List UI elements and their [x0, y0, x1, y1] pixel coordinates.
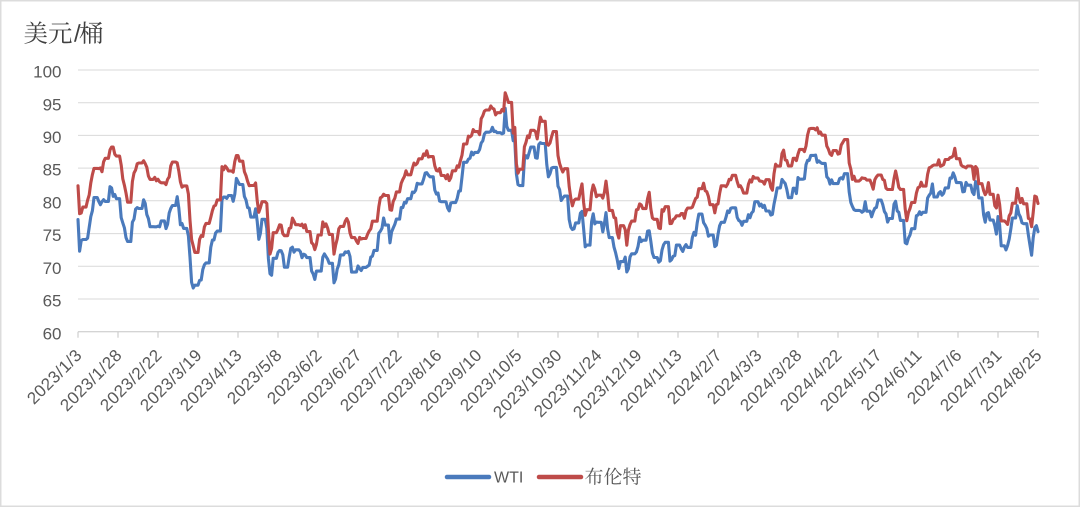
svg-text:90: 90 — [43, 128, 62, 147]
svg-text:65: 65 — [43, 292, 62, 311]
svg-text:WTI: WTI — [494, 470, 523, 487]
svg-text:75: 75 — [43, 226, 62, 245]
svg-text:80: 80 — [43, 193, 62, 212]
svg-text:100: 100 — [33, 63, 61, 82]
svg-text:85: 85 — [43, 161, 62, 180]
svg-text:95: 95 — [43, 95, 62, 114]
svg-text:60: 60 — [43, 324, 62, 343]
svg-text:70: 70 — [43, 259, 62, 278]
